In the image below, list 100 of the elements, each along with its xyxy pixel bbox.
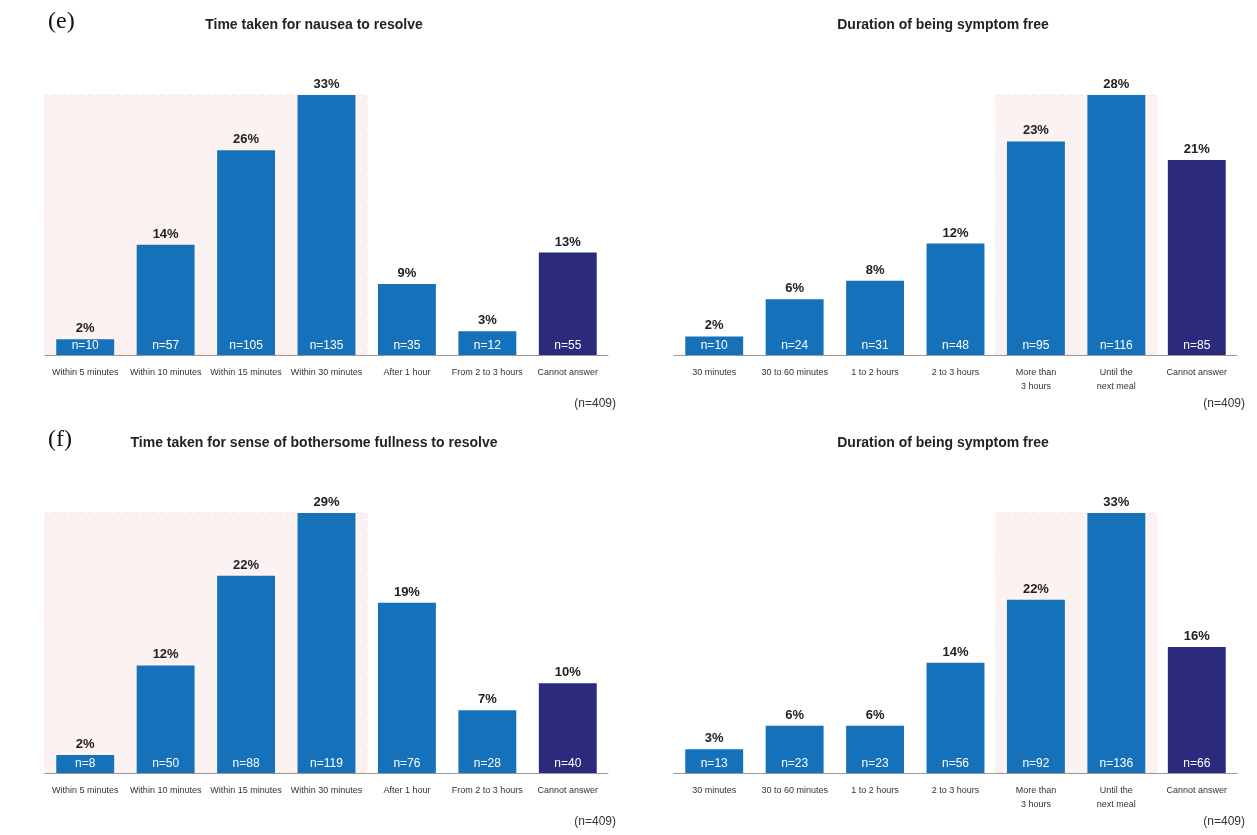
text: (n=409) [574,814,617,828]
text: (n=409) [574,396,617,410]
bar [846,280,905,355]
data-label: 16% [1183,627,1211,643]
data-label: 2% [75,736,96,752]
x-tick-label: Within 15 minutes [210,367,283,377]
annotation: n=135 [309,338,344,352]
data-label: 2% [704,317,725,333]
bar [377,284,436,355]
data-label: 6% [785,706,805,722]
data-label: 28% [1103,76,1130,91]
data-label: 3% [477,312,498,328]
data-label: 2% [75,320,96,336]
data-label: 9% [397,265,417,281]
annotation: n=40 [554,756,582,770]
data-label: 8% [865,261,885,277]
x-tick-label: Within 5 minutes [51,785,119,795]
data-label: 14% [152,225,180,241]
x-tick-label: Within 30 minutes [290,785,363,795]
x-tick-label: 1 to 2 hours [851,785,900,795]
x-tick-label: 30 minutes [692,785,737,795]
chart-title: Duration of being symptom free [837,434,1049,450]
chart-title: Time taken for sense of bothersome fullness to resolve [130,434,498,450]
x-tick-label: 30 to 60 minutes [761,367,829,377]
x-tick-label: Cannot answer [537,367,599,377]
bar [926,243,985,355]
data-label: 33% [1103,494,1130,509]
annotation: n=23 [861,756,889,770]
x-tick-label: 1 to 2 hours [851,367,900,377]
text: (f) [48,425,72,451]
annotation: n=136 [1099,756,1134,770]
bar [685,336,744,355]
x-tick-label: Within 5 minutes [51,367,119,377]
bar [458,710,517,773]
bar [136,244,195,355]
annotation: n=95 [1022,338,1050,352]
bar [458,331,517,355]
x-tick-label: 2 to 3 hours [931,785,980,795]
x-tick-label: 30 minutes [692,367,737,377]
x-tick-label: Within 15 minutes [210,785,283,795]
annotation: n=8 [75,756,96,770]
data-label: 10% [554,664,582,680]
bar [765,299,824,355]
x-tick-label: 30 to 60 minutes [761,785,829,795]
bar [377,602,436,773]
x-tick-label: After 1 hour [383,367,431,377]
data-label: 26% [233,131,260,147]
annotation: n=10 [71,338,100,352]
annotation: n=50 [152,756,180,770]
data-label: 22% [233,556,260,572]
x-tick-label: Within 30 minutes [290,367,363,377]
bar [297,95,356,355]
data-label: 3% [704,730,725,746]
bar [846,725,905,773]
annotation: n=105 [229,338,264,352]
text: (n=409) [1203,814,1246,828]
bar [1167,646,1226,773]
bar [56,755,115,773]
data-label: 23% [1022,122,1050,138]
annotation: n=56 [941,756,970,770]
annotation: n=85 [1183,338,1211,352]
x-tick-label: After 1 hour [383,785,431,795]
data-label: 6% [865,706,885,722]
data-label: 13% [554,233,582,249]
bar [765,725,824,773]
annotation: n=48 [941,338,970,352]
x-tick-label: Cannot answer [1166,367,1228,377]
data-label: 6% [785,280,805,296]
data-label: 21% [1183,141,1211,156]
x-tick-label: From 2 to 3 hours [451,367,524,377]
annotation: n=92 [1022,756,1050,770]
bar [217,575,276,773]
annotation: n=31 [861,338,889,352]
data-label: 29% [313,494,340,509]
annotation: n=10 [700,338,729,352]
chart-title: Time taken for nausea to resolve [205,16,424,32]
data-label: 12% [942,224,969,240]
data-label: 7% [477,691,498,707]
x-tick-label: Cannot answer [537,785,599,795]
data-label: 19% [393,583,421,599]
data-label: 12% [152,646,180,662]
bar [926,662,985,773]
bar [1006,599,1065,773]
x-tick-label: From 2 to 3 hours [451,785,524,795]
text: (n=409) [1203,396,1246,410]
annotation: n=23 [781,756,809,770]
annotation: n=12 [473,338,502,352]
x-tick-label: Within 10 minutes [129,785,202,795]
bar [1167,160,1226,355]
annotation: n=24 [781,338,809,352]
annotation: n=28 [473,756,502,770]
annotation: n=76 [393,756,421,770]
bar [217,150,276,355]
bar [297,513,356,773]
data-label: 22% [1022,580,1050,596]
x-tick-label: More than 3 hours [1015,785,1057,809]
annotation: n=88 [232,756,260,770]
bar [538,252,597,355]
annotation: n=66 [1183,756,1211,770]
annotation: n=13 [700,756,729,770]
